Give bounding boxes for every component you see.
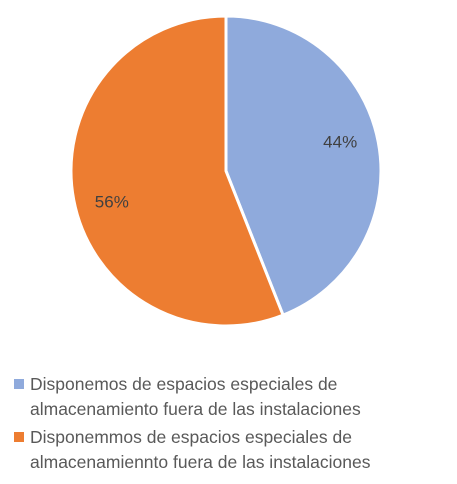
data-label: 44% <box>323 133 357 152</box>
pie-area: 44% 56% <box>69 14 383 328</box>
pie-slice <box>224 14 383 318</box>
legend-item: Disponemmos de espacios especiales de al… <box>14 425 454 475</box>
data-label: 56% <box>95 192 129 211</box>
legend-item: Disponemos de espacios especiales de alm… <box>14 372 454 422</box>
legend-swatch <box>14 432 24 442</box>
legend-label: Disponemmos de espacios especiales de al… <box>30 427 371 472</box>
pie-slice <box>69 14 286 328</box>
legend-swatch <box>14 379 24 389</box>
legend-label: Disponemos de espacios especiales de alm… <box>30 374 361 419</box>
